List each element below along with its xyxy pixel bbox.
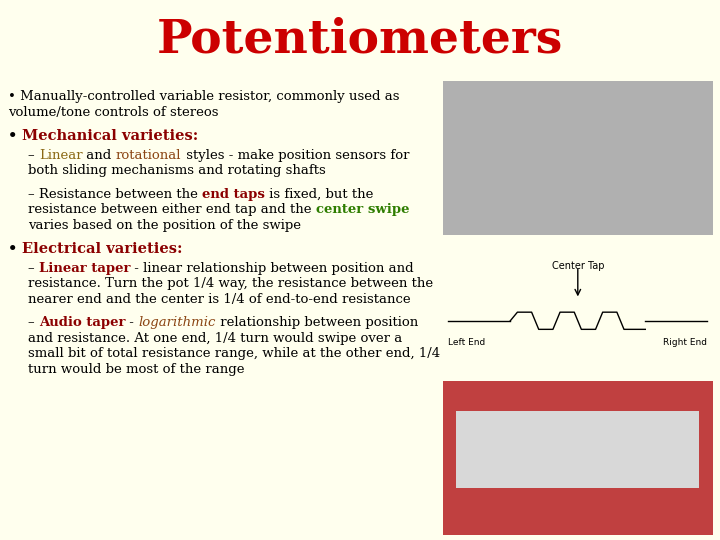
Text: –: –: [28, 262, 39, 275]
Text: Right End: Right End: [663, 338, 707, 347]
Text: - linear relationship between position and: - linear relationship between position a…: [130, 262, 414, 275]
Text: styles - make position sensors for: styles - make position sensors for: [181, 149, 409, 162]
Text: end taps: end taps: [202, 188, 265, 201]
Text: Left End: Left End: [448, 338, 485, 347]
Text: Electrical varieties:: Electrical varieties:: [22, 242, 183, 256]
Text: –: –: [28, 149, 39, 162]
Text: volume/tone controls of stereos: volume/tone controls of stereos: [8, 106, 218, 119]
Text: Audio taper: Audio taper: [39, 316, 125, 329]
Text: center swipe: center swipe: [316, 203, 409, 217]
Text: Linear taper: Linear taper: [39, 262, 130, 275]
Text: Center Tap: Center Tap: [552, 261, 604, 271]
Text: turn would be most of the range: turn would be most of the range: [28, 363, 245, 376]
Text: resistance between either end tap and the: resistance between either end tap and th…: [28, 203, 316, 217]
Text: – Resistance between the: – Resistance between the: [28, 188, 202, 201]
Text: both sliding mechanisms and rotating shafts: both sliding mechanisms and rotating sha…: [28, 164, 325, 177]
Bar: [456, 411, 699, 488]
Text: and: and: [83, 149, 116, 162]
Text: and resistance. At one end, 1/4 turn would swipe over a: and resistance. At one end, 1/4 turn wou…: [28, 332, 402, 345]
Text: Linear: Linear: [39, 149, 83, 162]
Text: nearer end and the center is 1/4 of end-to-end resistance: nearer end and the center is 1/4 of end-…: [28, 293, 410, 306]
Text: relationship between position: relationship between position: [216, 316, 418, 329]
Text: is fixed, but the: is fixed, but the: [265, 188, 374, 201]
Text: resistance. Turn the pot 1/4 way, the resistance between the: resistance. Turn the pot 1/4 way, the re…: [28, 278, 433, 291]
Text: varies based on the position of the swipe: varies based on the position of the swip…: [28, 219, 301, 232]
Text: Mechanical varieties:: Mechanical varieties:: [22, 129, 199, 143]
Text: •: •: [8, 129, 22, 143]
Text: logarithmic: logarithmic: [138, 316, 216, 329]
Text: -: -: [125, 316, 138, 329]
Text: • Manually-controlled variable resistor, commonly used as: • Manually-controlled variable resistor,…: [8, 90, 400, 103]
Text: –: –: [28, 316, 39, 329]
Text: small bit of total resistance range, while at the other end, 1/4: small bit of total resistance range, whi…: [28, 347, 440, 360]
Text: •: •: [8, 242, 22, 256]
Text: Potentiometers: Potentiometers: [157, 16, 563, 62]
Text: rotational: rotational: [116, 149, 181, 162]
